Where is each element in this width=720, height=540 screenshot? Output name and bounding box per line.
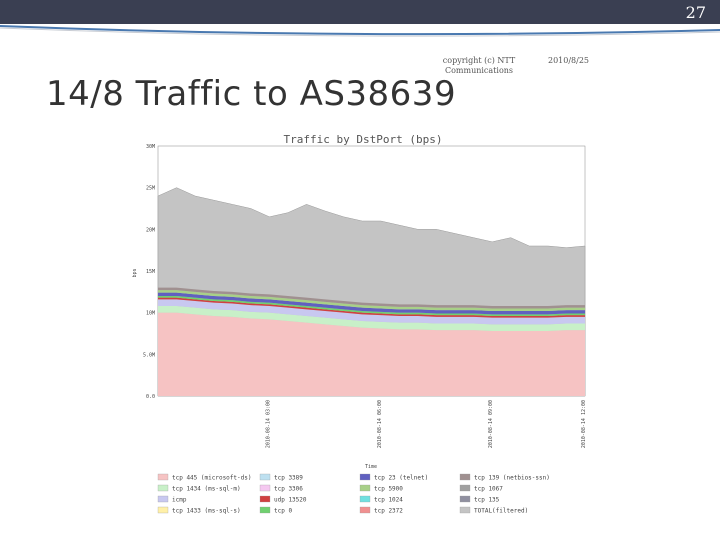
legend-swatch	[459, 506, 471, 514]
legend-swatch	[459, 484, 471, 492]
legend-swatch	[359, 484, 371, 492]
legend: tcp 445 (microsoft-ds) tcp 1434 (ms-sql-m…	[157, 473, 550, 515]
series-area-6	[158, 297, 585, 318]
y-tick-label: 5.0M	[143, 352, 155, 358]
series-area-1	[158, 306, 585, 331]
legend-label: tcp 2372	[374, 508, 403, 515]
legend-label: tcp 445 (microsoft-ds)	[172, 475, 251, 482]
legend-swatch	[359, 495, 371, 503]
series-area-7	[158, 296, 585, 316]
chart-title: Traffic by DstPort (bps)	[284, 133, 443, 146]
legend-label: tcp 0	[274, 508, 292, 515]
chart-frame: Traffic by DstPort (bps) bps Time 30M 25M…	[128, 128, 598, 538]
x-tick-label: 2010-08-14 09:00	[488, 400, 494, 448]
y-tick-label: 20M	[146, 227, 155, 233]
legend-label: tcp 23 (telnet)	[374, 475, 428, 482]
x-tick-label: 2010-08-14 06:00	[377, 400, 383, 448]
series-area-12	[158, 287, 585, 309]
legend-swatch	[157, 506, 169, 514]
y-ticks: 30M 25M 20M 15M 10M 5.0M 0.0	[143, 144, 155, 400]
legend-label: tcp 5900	[374, 486, 403, 493]
series-area-2	[158, 299, 585, 325]
slide-date: 2010/8/25	[548, 56, 590, 65]
slide-page-number: 27	[685, 3, 706, 22]
plot-area	[157, 145, 586, 397]
legend-label: TOTAL(filtered)	[474, 508, 528, 515]
legend-label: tcp 139 (netbios-ssn)	[474, 475, 550, 482]
legend-swatch	[259, 506, 271, 514]
accent-curve-blue	[0, 25, 720, 36]
legend-swatch	[459, 473, 471, 481]
legend-swatch	[359, 506, 371, 514]
slide-top-bar: 27	[0, 0, 720, 24]
slide-title: 14/8 Traffic to AS38639	[46, 74, 457, 114]
legend-label: tcp 135	[474, 497, 500, 504]
accent-curve-grey	[0, 27, 720, 37]
legend-label: udp 13520	[274, 497, 307, 504]
slide-accent-strip	[0, 24, 720, 40]
slide-copyright: copyright (c) NTT Communications	[442, 56, 516, 75]
legend-label: tcp 1434 (ms-sql-m)	[172, 486, 241, 493]
traffic-chart: Traffic by DstPort (bps) bps Time 30M 25M…	[132, 133, 587, 515]
legend-swatch	[259, 484, 271, 492]
x-axis-label: Time	[365, 464, 377, 470]
series-area-0	[158, 312, 585, 396]
y-axis-label: bps	[132, 268, 138, 277]
series-area-8	[158, 292, 585, 315]
legend-swatch	[259, 495, 271, 503]
series-area-9	[158, 290, 585, 311]
x-tick-label: 2010-08-14 12:00	[581, 400, 587, 448]
y-tick-label: 10M	[146, 311, 155, 317]
legend-swatch	[157, 473, 169, 481]
y-tick-label: 25M	[146, 186, 155, 192]
legend-label: tcp 1067	[474, 486, 503, 493]
legend-label: icmp	[172, 497, 187, 504]
legend-swatch	[359, 473, 371, 481]
y-tick-label: 0.0	[146, 394, 155, 400]
x-ticks: 2010-08-14 03:00 2010-08-14 06:00 2010-08-…	[265, 400, 587, 448]
legend-label: tcp 1024	[374, 497, 403, 504]
y-tick-label: 30M	[146, 144, 155, 150]
legend-swatch	[259, 473, 271, 481]
legend-swatch	[459, 495, 471, 503]
legend-label: tcp 3389	[274, 475, 303, 482]
legend-label: tcp 3306	[274, 486, 303, 493]
x-tick-label: 2010-08-14 03:00	[265, 400, 271, 448]
legend-swatch	[157, 495, 169, 503]
legend-swatch	[157, 484, 169, 492]
y-tick-label: 15M	[146, 269, 155, 275]
legend-label: tcp 1433 (ms-sql-s)	[172, 508, 241, 515]
